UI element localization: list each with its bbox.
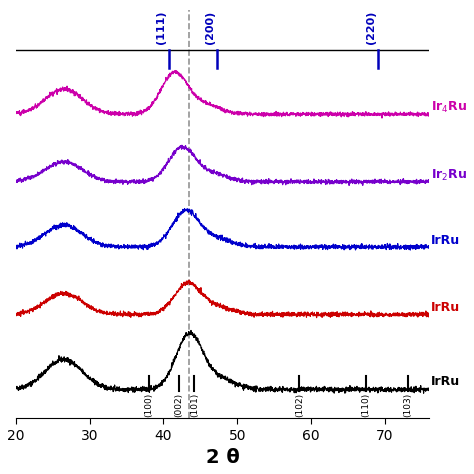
Text: (100): (100) — [144, 392, 153, 417]
Text: IrRu: IrRu — [431, 301, 460, 314]
Text: (102): (102) — [295, 392, 304, 417]
Text: (101): (101) — [190, 392, 199, 417]
Text: Ir$_2$Ru: Ir$_2$Ru — [431, 168, 467, 183]
X-axis label: 2 θ: 2 θ — [206, 448, 239, 467]
Text: (111): (111) — [156, 10, 166, 44]
Text: (002): (002) — [174, 392, 183, 417]
Text: Ir$_4$Ru: Ir$_4$Ru — [431, 100, 467, 115]
Text: (110): (110) — [361, 392, 370, 417]
Text: (103): (103) — [403, 392, 412, 417]
Text: (220): (220) — [366, 11, 376, 44]
Text: IrRu: IrRu — [431, 375, 460, 388]
Text: IrRu: IrRu — [431, 234, 460, 247]
Text: (200): (200) — [205, 11, 215, 44]
